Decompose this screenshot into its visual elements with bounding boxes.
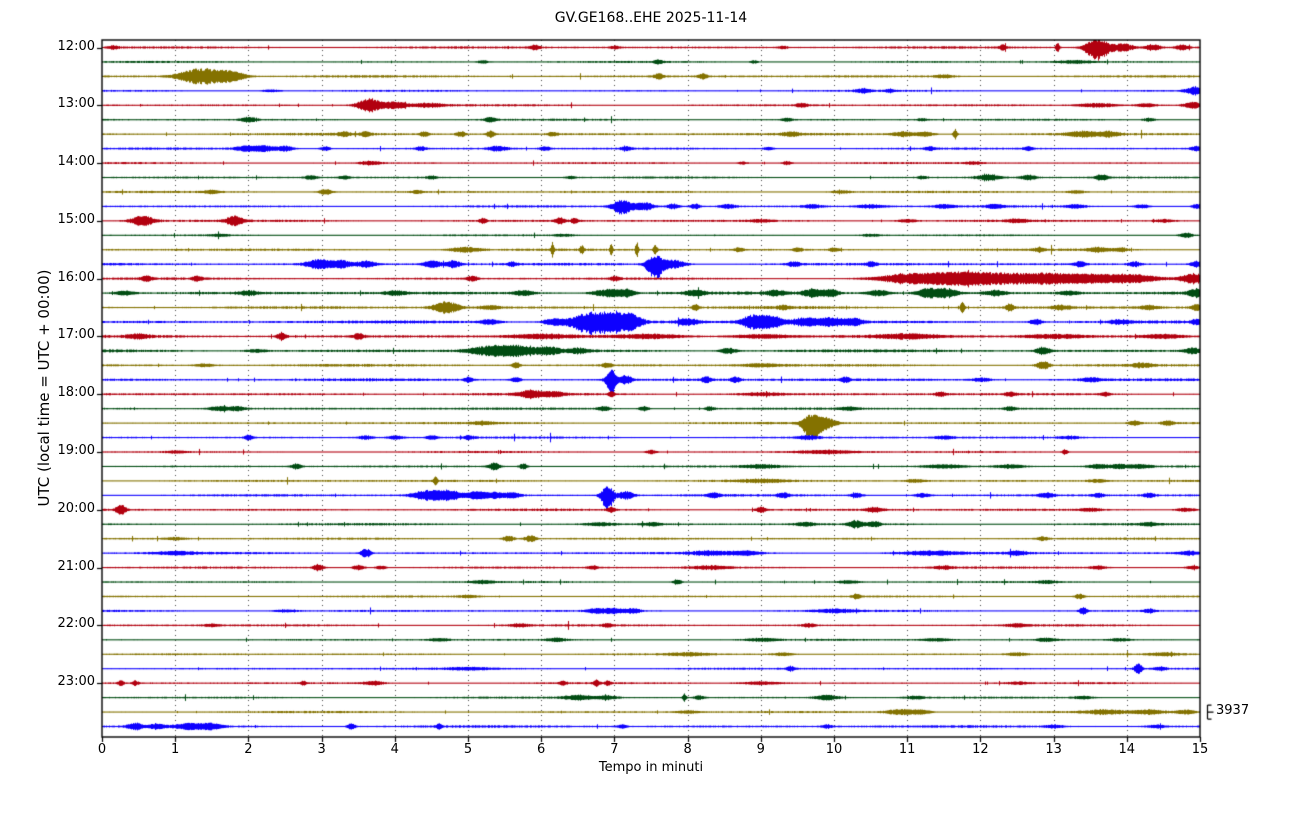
hour-tick-label: 22:00	[57, 616, 95, 632]
hour-tick-label: 12:00	[57, 38, 95, 54]
minute-tick-label: 9	[756, 742, 765, 757]
hour-tick-label: 16:00	[57, 269, 95, 285]
minute-tick-label: 3	[317, 742, 326, 757]
minute-tick-label: 6	[537, 742, 546, 757]
hour-tick-label: 18:00	[57, 385, 95, 401]
minute-tick-label: 8	[683, 742, 692, 757]
minute-tick-label: 4	[390, 742, 399, 757]
minute-tick-label: 7	[610, 742, 619, 757]
minute-tick-label: 15	[1191, 742, 1209, 757]
hour-tick-label: 14:00	[57, 154, 95, 170]
hour-tick-label: 21:00	[57, 558, 95, 574]
x-axis-label: Tempo in minuti	[598, 760, 704, 775]
minute-tick-label: 13	[1045, 742, 1062, 757]
hour-tick-label: 20:00	[57, 500, 95, 516]
minute-tick-label: 10	[825, 742, 843, 757]
hour-tick-label: 13:00	[57, 96, 95, 112]
hour-tick-label: 17:00	[57, 327, 95, 343]
minute-tick-label: 2	[244, 742, 253, 757]
minute-tick-label: 14	[1118, 742, 1136, 757]
minute-tick-label: 12	[972, 742, 989, 757]
page-title: GV.GE168..EHE 2025-11-14	[554, 10, 748, 26]
minute-tick-label: 11	[898, 742, 916, 757]
hour-tick-label: 19:00	[57, 443, 95, 459]
hour-tick-label: 15:00	[57, 211, 95, 227]
minute-tick-label: 1	[171, 742, 180, 757]
minute-tick-label: 0	[97, 742, 107, 757]
amplitude-scale-label: 3937	[1216, 703, 1250, 718]
hour-tick-label: 23:00	[57, 674, 95, 690]
minute-tick-label: 5	[463, 742, 473, 757]
